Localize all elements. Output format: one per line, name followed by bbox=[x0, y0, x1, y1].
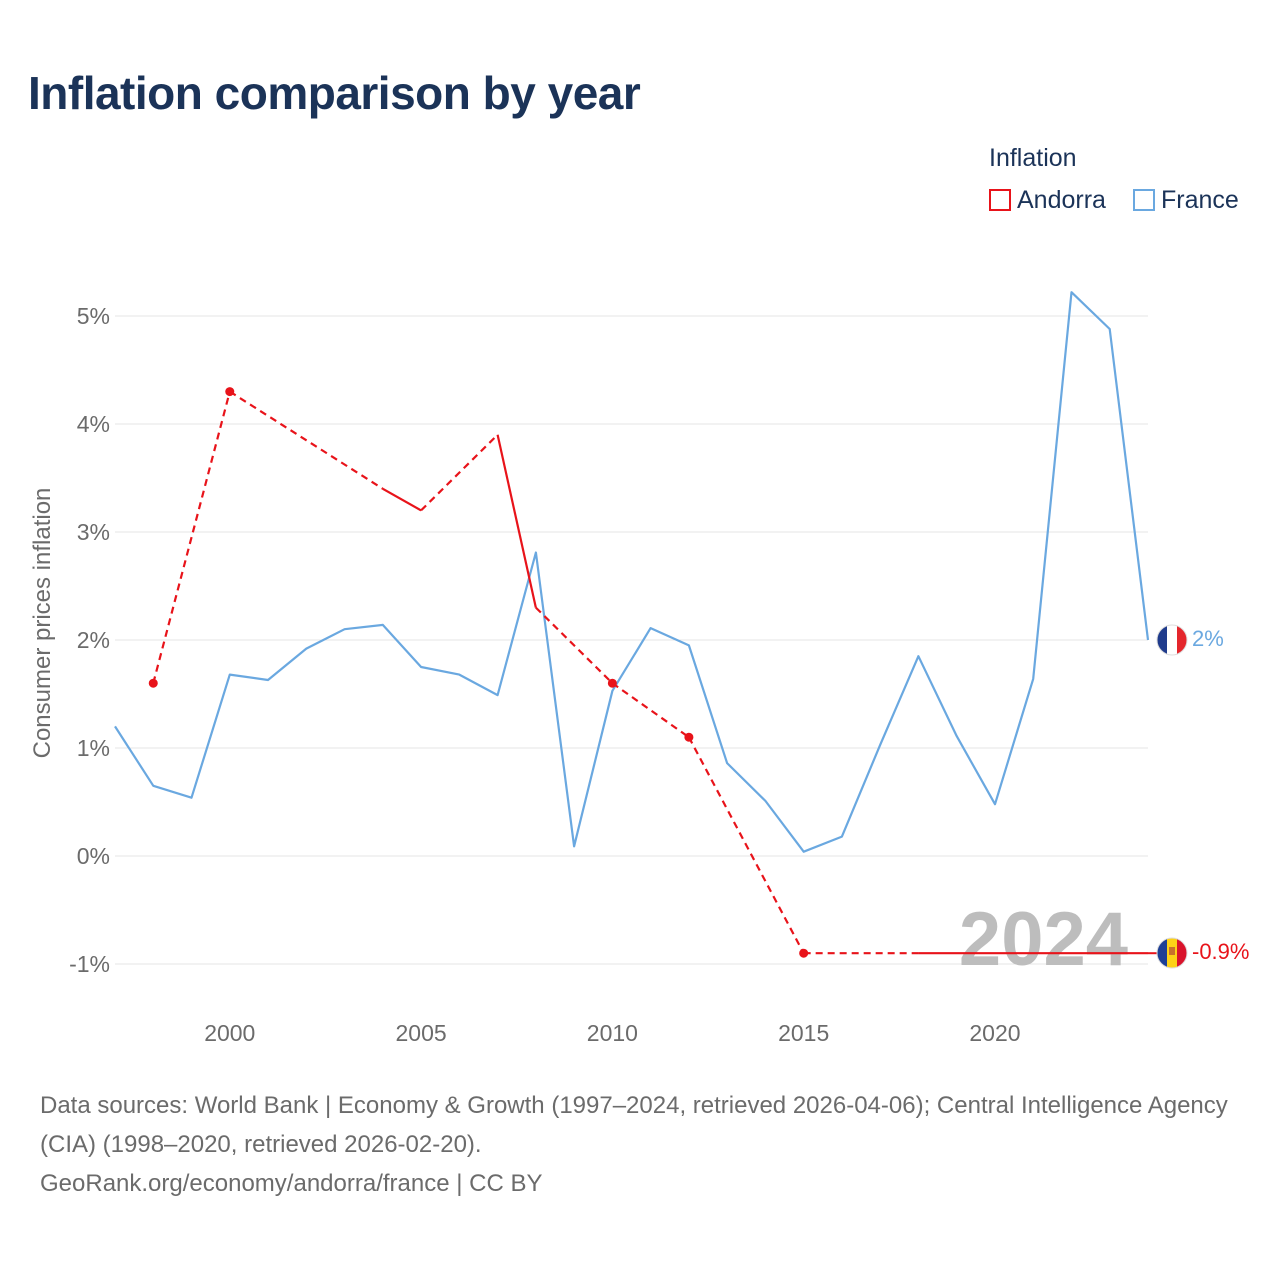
x-tick-label: 2005 bbox=[395, 1020, 446, 1046]
france-point bbox=[113, 724, 117, 728]
legend-item-andorra[interactable]: Andorra bbox=[989, 186, 1106, 214]
legend-title: Inflation bbox=[989, 144, 1077, 172]
legend-swatch-france bbox=[1133, 189, 1155, 211]
series-andorra bbox=[148, 387, 1158, 958]
france-point bbox=[1031, 677, 1035, 681]
y-axis-ticks: -1% 0% 1% 2% 3% 4% 5% bbox=[69, 303, 110, 977]
france-point bbox=[343, 627, 347, 631]
legend-swatch-andorra bbox=[989, 189, 1011, 211]
france-point bbox=[993, 802, 997, 806]
andorra-segment-solid bbox=[382, 487, 422, 512]
andorra-point bbox=[225, 387, 235, 397]
andorra-segment-dashed bbox=[535, 606, 614, 684]
andorra-end-label: -0.9% bbox=[1192, 939, 1249, 964]
y-tick-label: 5% bbox=[77, 303, 110, 329]
france-point bbox=[763, 799, 767, 803]
france-point bbox=[649, 626, 653, 630]
france-point bbox=[687, 643, 691, 647]
y-tick-label: 1% bbox=[77, 735, 110, 761]
footer: Data sources: World Bank | Economy & Gro… bbox=[40, 1086, 1250, 1203]
andorra-point bbox=[607, 678, 617, 688]
series-france bbox=[113, 290, 1150, 854]
andorra-segment-dashed bbox=[152, 391, 231, 684]
y-tick-label: 2% bbox=[77, 627, 110, 653]
credit-link[interactable]: GeoRank.org/economy/andorra/france | CC … bbox=[40, 1170, 543, 1197]
y-tick-label: 4% bbox=[77, 411, 110, 437]
france-point bbox=[916, 654, 920, 658]
france-point bbox=[190, 796, 194, 800]
andorra-segment-dashed bbox=[687, 736, 805, 954]
andorra-segment-dashed bbox=[229, 390, 384, 490]
france-point bbox=[534, 551, 538, 555]
grid-lines bbox=[115, 315, 1148, 965]
andorra-flag-icon bbox=[1156, 937, 1188, 969]
andorra-point bbox=[148, 678, 158, 688]
france-point bbox=[496, 693, 500, 697]
y-tick-label: -1% bbox=[69, 951, 110, 977]
france-point bbox=[840, 835, 844, 839]
y-tick-label: 0% bbox=[77, 843, 110, 869]
france-point bbox=[725, 761, 729, 765]
france-point bbox=[1108, 327, 1112, 331]
y-tick-label: 3% bbox=[77, 519, 110, 545]
x-axis-ticks: 2000 2005 2010 2015 2020 bbox=[204, 1020, 1020, 1046]
x-tick-label: 2015 bbox=[778, 1020, 829, 1046]
france-point bbox=[228, 673, 232, 677]
france-point bbox=[955, 734, 959, 738]
france-point bbox=[381, 623, 385, 627]
france-point bbox=[304, 647, 308, 651]
x-tick-label: 2000 bbox=[204, 1020, 255, 1046]
france-end-label: 2% bbox=[1192, 626, 1224, 651]
france-point bbox=[802, 850, 806, 854]
france-point bbox=[266, 678, 270, 682]
andorra-segment-solid bbox=[496, 434, 537, 608]
data-sources-text: Data sources: World Bank | Economy & Gro… bbox=[40, 1092, 1228, 1158]
andorra-segment-dashed bbox=[420, 434, 499, 512]
legend-label-andorra: Andorra bbox=[1017, 185, 1106, 214]
france-line bbox=[114, 291, 1150, 853]
year-watermark: 2024 bbox=[959, 897, 1128, 982]
france-point bbox=[151, 784, 155, 788]
andorra-point bbox=[799, 948, 809, 958]
x-tick-label: 2020 bbox=[969, 1020, 1020, 1046]
france-flag-icon bbox=[1156, 624, 1188, 656]
france-point bbox=[878, 743, 882, 747]
france-point bbox=[1146, 638, 1150, 642]
andorra-segment-dashed bbox=[611, 682, 690, 739]
france-point bbox=[572, 844, 576, 848]
france-point bbox=[1069, 290, 1073, 294]
andorra-point bbox=[684, 732, 694, 742]
legend-label-france: France bbox=[1161, 185, 1239, 214]
france-point bbox=[457, 673, 461, 677]
france-point bbox=[610, 689, 614, 693]
x-tick-label: 2010 bbox=[587, 1020, 638, 1046]
page-title: Inflation comparison by year bbox=[28, 67, 641, 119]
y-axis-label: Consumer prices inflation bbox=[29, 488, 56, 759]
france-point bbox=[419, 665, 423, 669]
legend-item-france[interactable]: France bbox=[1133, 186, 1239, 214]
